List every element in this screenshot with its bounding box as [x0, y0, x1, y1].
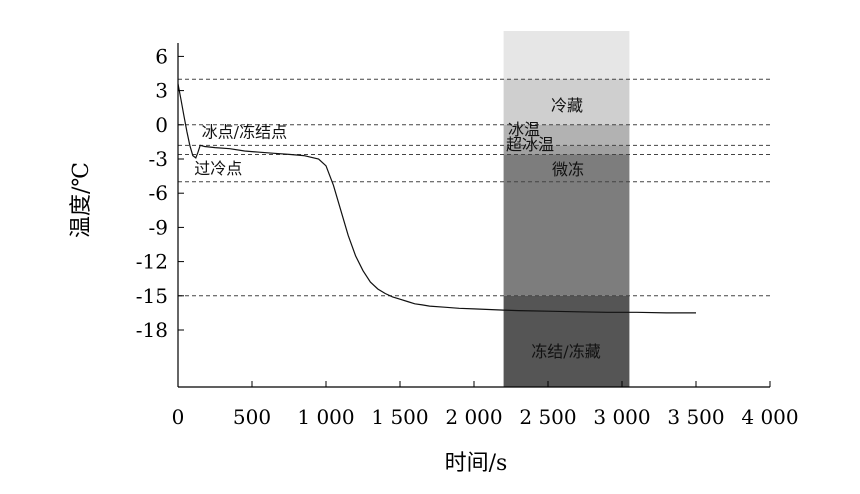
x-tick-label: 4 000 [741, 405, 798, 429]
series-layer [177, 83, 696, 314]
x-tick-label: 3 000 [593, 405, 650, 429]
zone-band [503, 145, 630, 155]
zone-label: 超冰温 [506, 135, 554, 154]
x-axis-label: 时间/s [445, 451, 508, 476]
y-axis-label: 温度/℃ [69, 162, 94, 238]
y-tick-label: -12 [136, 250, 168, 274]
zone-label: 冷藏 [551, 96, 583, 115]
y-tick-label: -15 [136, 284, 168, 308]
y-tick-label: -9 [149, 215, 168, 239]
x-tick-label: 1 000 [297, 405, 354, 429]
x-tick-label: 500 [233, 405, 271, 429]
zone-layer [503, 31, 630, 387]
x-tick-label: 0 [172, 405, 185, 429]
zone-label: 微冻 [552, 160, 584, 179]
x-tick-label: 2 500 [519, 405, 576, 429]
temperature-line [177, 83, 696, 314]
zone-band [503, 124, 630, 146]
y-tick-label: 0 [155, 113, 168, 137]
axes [177, 43, 770, 388]
reference-lines [178, 78, 770, 297]
zone-band-top [503, 31, 630, 80]
x-tick-label: 3 500 [667, 405, 724, 429]
y-tick-label: -18 [136, 318, 168, 342]
x-tick-label: 2 000 [445, 405, 502, 429]
annotation-label: 冰点/冻结点 [202, 122, 287, 141]
zone-band [503, 154, 630, 296]
tick-layer: 6 3 0 -3 -6 -9 -12 -15 -18 0 500 1 000 1 500 2 000 2 5… [136, 44, 799, 429]
x-tick-label: 1 500 [371, 405, 428, 429]
y-tick-label: -6 [149, 181, 168, 205]
annotation-label: 过冷点 [194, 159, 242, 178]
zone-label: 冻结/冻藏 [531, 342, 600, 361]
zone-label: 冰温 [508, 120, 540, 139]
y-tick-label: 3 [155, 79, 168, 103]
y-tick-label: -3 [149, 147, 168, 171]
zone-band [503, 79, 630, 125]
y-tick-label: 6 [155, 44, 168, 68]
